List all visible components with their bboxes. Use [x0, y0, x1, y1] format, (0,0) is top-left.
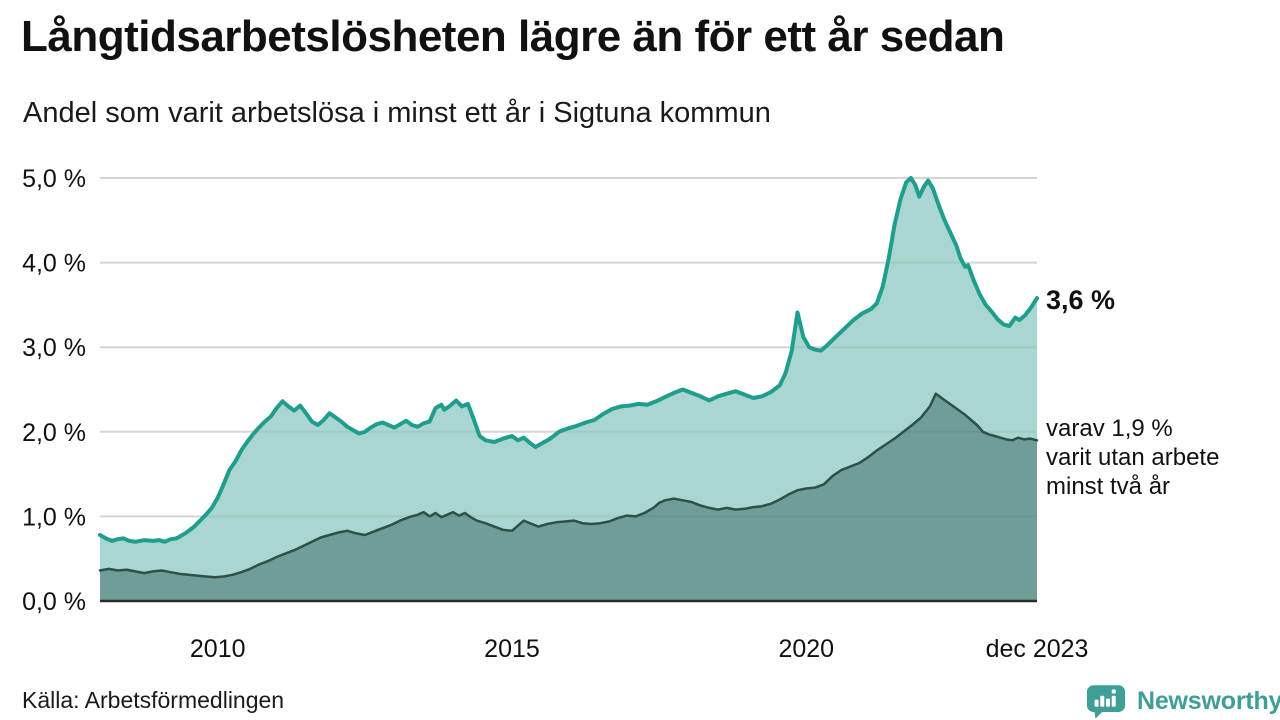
bar-chart-speech-bubble-icon [1086, 685, 1126, 719]
brand-name: Newsworthy [1137, 686, 1280, 715]
newsworthy-logo: Newsworthy [1085, 683, 1280, 719]
y-axis-tick-label: 1,0 % [22, 503, 86, 531]
line-minst-ett-ar [98, 176, 1039, 544]
x-axis-tick-label: 2010 [190, 635, 246, 663]
y-axis-tick-label: 2,0 % [22, 419, 86, 447]
x-axis-tick-label: 2015 [484, 635, 540, 663]
y-axis-tick-label: 0,0 % [22, 588, 86, 616]
annotation-line-3: minst två år [1046, 473, 1171, 500]
annotation-line-2: varit utan arbete [1046, 444, 1220, 471]
y-axis-tick-label: 4,0 % [22, 250, 86, 278]
x-axis-tick-label: 2020 [778, 635, 834, 663]
page-title: Långtidsarbetslösheten lägre än för ett … [21, 12, 1005, 61]
chart-subtitle: Andel som varit arbetslösa i minst ett å… [23, 97, 771, 129]
line-minst-tva-ar [98, 392, 1039, 579]
x-axis-tick-label: dec 2023 [986, 635, 1089, 663]
source-credit: Källa: Arbetsförmedlingen [22, 687, 285, 713]
secondary-value-annotation: varav 1,9 % varit utan arbete minst två … [1046, 414, 1219, 501]
y-axis-tick-label: 3,0 % [22, 334, 86, 362]
area-minst-tva-ar [100, 393, 1037, 601]
y-axis-tick-label: 5,0 % [22, 165, 86, 193]
annotation-line-1: varav 1,9 % [1046, 415, 1173, 442]
latest-value-label: 3,6 % [1046, 285, 1116, 315]
